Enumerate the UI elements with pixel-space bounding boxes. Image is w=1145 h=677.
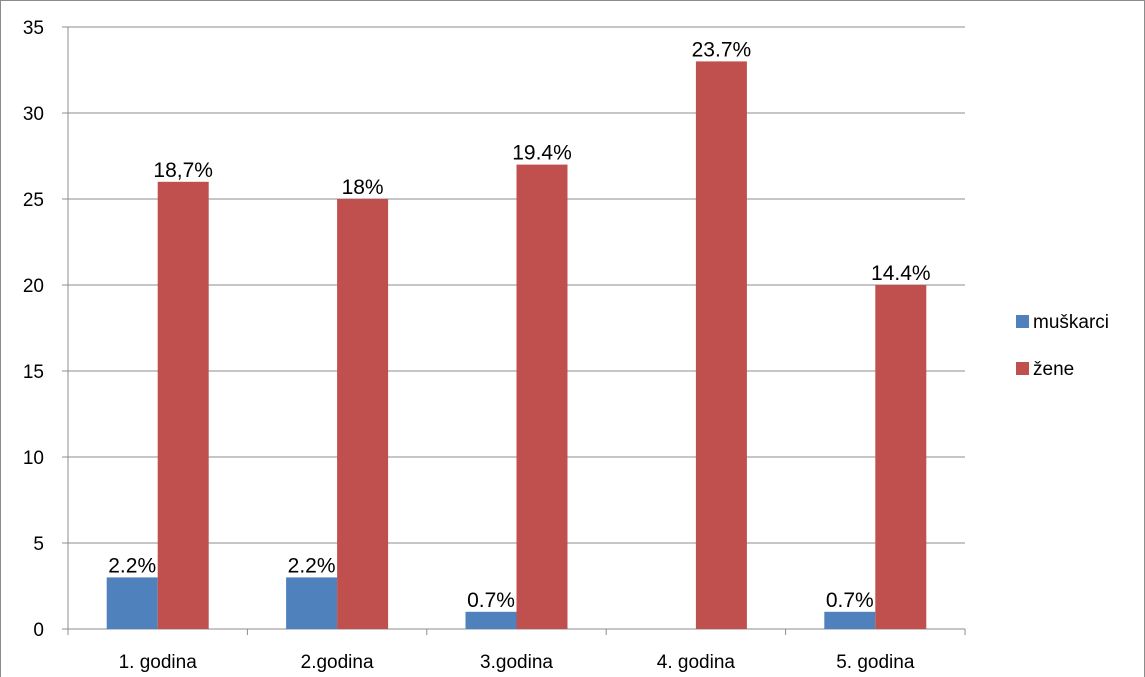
data-label: 18% — [342, 176, 384, 199]
data-label: 23.7% — [692, 38, 752, 61]
y-tick-label: 35 — [23, 18, 44, 39]
x-tick-label: 5. godina — [836, 652, 915, 673]
legend-swatch-zene — [1016, 362, 1029, 375]
y-tick-label: 25 — [23, 190, 44, 211]
bar-muskarci — [106, 577, 158, 629]
y-tick-label: 0 — [33, 620, 44, 641]
x-tick-label: 4. godina — [657, 652, 736, 673]
data-label: 18,7% — [153, 159, 213, 182]
y-tick-label: 30 — [23, 104, 44, 125]
data-label: 19.4% — [512, 142, 572, 165]
y-tick-label: 10 — [23, 448, 44, 469]
bar-zene — [157, 181, 209, 630]
legend-label-muskarci: muškarci — [1033, 312, 1109, 333]
data-label: 0.7% — [826, 589, 874, 612]
x-tick-label: 1. godina — [119, 652, 198, 673]
legend: muškarci žene — [1016, 312, 1109, 380]
bar-zene — [516, 164, 568, 629]
data-label: 2.2% — [288, 554, 336, 577]
y-tick-label: 15 — [23, 362, 44, 383]
data-label: 2.2% — [108, 554, 156, 577]
bar-muskarci — [824, 611, 876, 629]
bar-zene — [875, 285, 927, 629]
y-tick-label: 5 — [33, 534, 44, 555]
data-labels: 2.2% 2.2% 0.7% 0.7% 18,7% 18% 19.4% 23.7% 14.4% — [108, 38, 930, 611]
x-tick-label: 3.godina — [480, 652, 553, 673]
bars — [106, 61, 927, 630]
bar-muskarci — [465, 611, 517, 629]
data-label: 14.4% — [871, 262, 931, 285]
legend-label-zene: žene — [1033, 359, 1074, 380]
y-tick-label: 20 — [23, 276, 44, 297]
legend-swatch-muskarci — [1016, 315, 1029, 328]
axes: 0 5 10 15 20 25 30 35 1. godina 2.godina 3.godina 4… — [23, 18, 966, 673]
bar-zene — [337, 199, 389, 629]
bar-zene — [695, 61, 747, 629]
data-label: 0.7% — [467, 589, 515, 612]
x-tick-label: 2.godina — [301, 652, 374, 673]
bar-muskarci — [286, 577, 338, 629]
